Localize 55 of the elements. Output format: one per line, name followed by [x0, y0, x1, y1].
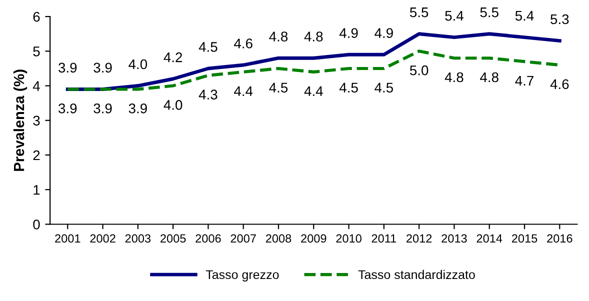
- data-label: 4.0: [164, 100, 182, 110]
- data-label: 5.0: [410, 65, 428, 76]
- data-label: 4.9: [339, 28, 358, 38]
- y-tick-label: 0: [33, 220, 40, 230]
- x-tick-label: 2016: [547, 234, 572, 243]
- data-label: 5.4: [515, 11, 534, 21]
- data-label: 4.6: [550, 79, 569, 90]
- x-tick-label: 2002: [90, 234, 116, 243]
- data-label: 4.7: [515, 76, 534, 86]
- x-tick-label: 2006: [196, 234, 221, 243]
- data-label: 4.5: [374, 82, 393, 93]
- data-label: 5.3: [550, 14, 569, 24]
- data-label: 3.9: [128, 104, 147, 114]
- data-label: 3.9: [58, 62, 77, 73]
- y-tick-label: 1: [34, 185, 40, 195]
- y-tick-label: 2: [33, 150, 40, 160]
- data-label: 3.9: [94, 62, 112, 73]
- data-label: 3.9: [94, 104, 112, 114]
- data-label: 4.8: [480, 72, 498, 82]
- x-tick-label: 2009: [301, 234, 326, 243]
- data-label: 4.8: [269, 32, 288, 42]
- data-label: 5.5: [410, 8, 428, 18]
- x-tick-label: 2008: [266, 234, 292, 243]
- x-tick-label: 2014: [476, 234, 502, 243]
- x-tick-label: 2011: [372, 234, 396, 243]
- data-label: 3.9: [58, 104, 77, 114]
- x-tick-label: 2001: [55, 234, 80, 243]
- y-tick-label: 4: [32, 81, 40, 91]
- data-label: 4.5: [198, 42, 218, 52]
- data-label: 5.5: [480, 8, 498, 18]
- data-label: 5.4: [445, 11, 464, 21]
- y-axis-title: Prevalenza (%): [13, 70, 28, 171]
- legend-label: Tasso standardizzato: [358, 270, 475, 280]
- data-label: 4.6: [234, 38, 252, 48]
- x-tick-label: 2010: [336, 234, 362, 243]
- y-tick-label: 5: [33, 46, 40, 56]
- data-label: 4.2: [164, 52, 182, 62]
- x-tick-label: 2013: [442, 234, 467, 243]
- x-tick-label: 2012: [406, 234, 432, 243]
- data-label: 4.3: [198, 90, 218, 100]
- x-tick-label: 2007: [230, 234, 256, 243]
- data-label: 4.5: [339, 82, 358, 93]
- legend-label: Tasso grezzo: [206, 270, 279, 282]
- data-label: 4.5: [269, 82, 288, 93]
- y-tick-label: 3: [33, 116, 40, 126]
- data-label: 4.9: [374, 28, 393, 38]
- x-tick-label: 2003: [125, 234, 151, 243]
- data-label: 4.0: [128, 59, 148, 70]
- y-tick-label: 6: [33, 12, 40, 22]
- x-tick-label: 2005: [160, 234, 186, 243]
- data-label: 4.4: [304, 86, 323, 96]
- data-label: 4.4: [234, 86, 253, 96]
- x-tick-label: 2015: [512, 234, 538, 243]
- data-label: 4.8: [304, 32, 323, 42]
- data-label: 4.8: [444, 72, 464, 82]
